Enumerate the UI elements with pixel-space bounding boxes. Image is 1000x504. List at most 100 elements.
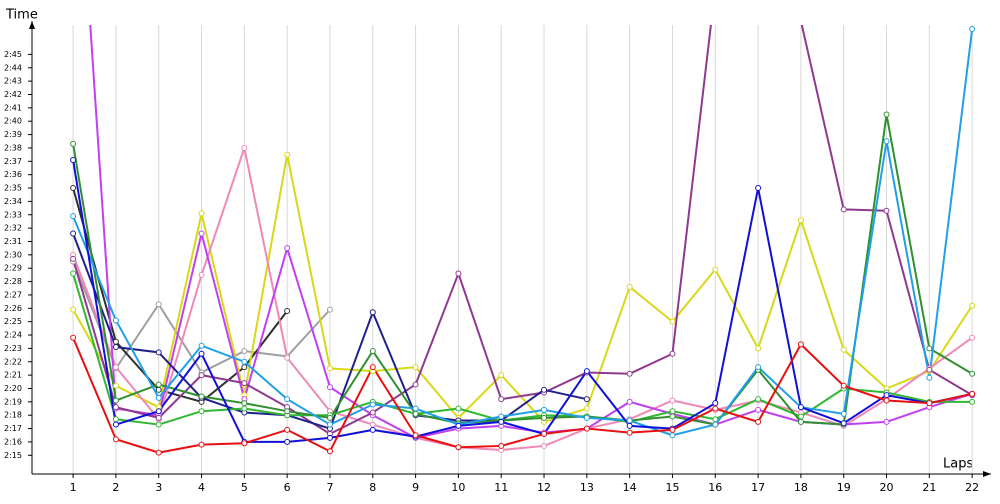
x-axis-label: Laps [943, 457, 973, 472]
y-tick-label: 2:37 [4, 157, 22, 166]
y-tick-label: 2:35 [4, 184, 22, 193]
data-point [198, 342, 205, 349]
data-point [455, 444, 462, 451]
data-point [198, 441, 205, 448]
data-point [155, 449, 162, 456]
data-point [498, 372, 505, 379]
data-point [198, 372, 205, 379]
data-point [969, 398, 976, 405]
data-point [284, 354, 291, 361]
y-tick-label: 2:20 [4, 384, 22, 393]
data-point [797, 413, 804, 420]
data-point [626, 283, 633, 290]
data-point [798, 18, 803, 23]
data-point [969, 390, 976, 397]
data-point [369, 309, 376, 316]
data-point [755, 345, 762, 352]
data-point [755, 406, 762, 413]
data-point [498, 396, 505, 403]
x-tick-label: 10 [451, 481, 465, 494]
data-point [155, 381, 162, 388]
data-point [369, 401, 376, 408]
data-point [112, 421, 119, 428]
x-tick-label: 9 [412, 481, 419, 494]
data-point [669, 397, 676, 404]
data-point [198, 393, 205, 400]
data-point [326, 384, 333, 391]
data-point [326, 306, 333, 313]
data-point [112, 317, 119, 324]
data-point [712, 266, 719, 273]
x-tick-label: 8 [369, 481, 376, 494]
data-point [241, 380, 248, 387]
data-point [626, 370, 633, 377]
data-point [926, 366, 933, 373]
data-point [797, 418, 804, 425]
data-point [198, 210, 205, 217]
y-tick-label: 2:18 [4, 411, 22, 420]
data-point [969, 370, 976, 377]
y-tick-label: 2:31 [4, 237, 22, 246]
x-tick-label: 12 [537, 481, 551, 494]
y-tick-label: 2:39 [4, 130, 22, 139]
data-point [712, 416, 719, 423]
data-point [969, 302, 976, 309]
data-point [326, 414, 333, 421]
data-point [155, 421, 162, 428]
data-point [198, 408, 205, 415]
data-point [70, 334, 77, 341]
data-point [669, 318, 676, 325]
data-point [284, 438, 291, 445]
data-point [155, 414, 162, 421]
data-point [284, 245, 291, 252]
x-tick-label: 22 [965, 481, 979, 494]
data-point [326, 434, 333, 441]
x-tick-label: 13 [580, 481, 594, 494]
data-point [369, 364, 376, 371]
data-point [241, 358, 248, 365]
data-point [455, 270, 462, 277]
data-point [412, 381, 419, 388]
series-line [72, 337, 973, 454]
x-tick-label: 5 [241, 481, 248, 494]
data-point [883, 138, 890, 145]
data-point [840, 382, 847, 389]
data-point [797, 217, 804, 224]
data-point [412, 432, 419, 439]
series-line [72, 113, 973, 426]
data-point [840, 420, 847, 427]
data-point [198, 230, 205, 237]
data-point [712, 405, 719, 412]
data-point [498, 418, 505, 425]
data-point [541, 406, 548, 413]
data-point [883, 418, 890, 425]
data-point [926, 345, 933, 352]
data-point [284, 396, 291, 403]
data-point [541, 430, 548, 437]
data-point [155, 386, 162, 393]
data-point [112, 364, 119, 371]
y-tick-label: 2:40 [4, 117, 22, 126]
data-point [797, 341, 804, 348]
data-point [412, 405, 419, 412]
x-axis-arrow [983, 471, 991, 477]
data-point [326, 421, 333, 428]
y-tick-label: 2:32 [4, 224, 22, 233]
data-point [926, 374, 933, 381]
data-point [583, 405, 590, 412]
data-point [241, 364, 248, 371]
data-point [498, 413, 505, 420]
y-tick-label: 2:33 [4, 210, 22, 219]
y-tick-label: 2:19 [4, 397, 22, 406]
data-point [112, 404, 119, 411]
data-point [70, 270, 77, 277]
data-point [70, 230, 77, 237]
x-tick-label: 16 [708, 481, 722, 494]
x-tick-label: 21 [922, 481, 936, 494]
data-point [284, 426, 291, 433]
data-point [112, 382, 119, 389]
data-point [541, 386, 548, 393]
data-point [755, 396, 762, 403]
y-tick-label: 2:34 [4, 197, 22, 206]
data-point [669, 413, 676, 420]
